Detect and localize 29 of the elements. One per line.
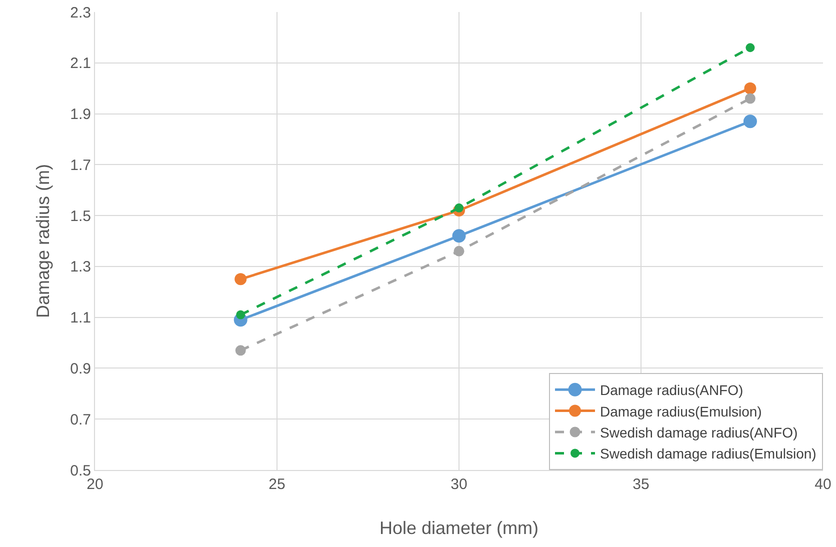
y-tick-label: 1.9 bbox=[70, 106, 91, 124]
y-tick-label: 1.1 bbox=[70, 310, 91, 327]
point bbox=[235, 345, 246, 356]
x-tick-label: 25 bbox=[268, 476, 286, 493]
point bbox=[744, 82, 756, 94]
y-tick-label: 0.7 bbox=[70, 411, 91, 428]
y-axis-title: Damage radius (m) bbox=[33, 164, 53, 318]
x-axis-title: Hole diameter (mm) bbox=[379, 518, 539, 538]
y-tick-label: 1.3 bbox=[70, 258, 91, 276]
legend-label: Damage radius(Emulsion) bbox=[600, 403, 762, 420]
legend-label: Swedish damage radius(ANFO) bbox=[600, 424, 798, 440]
x-tick-label: 30 bbox=[450, 476, 468, 493]
point bbox=[743, 114, 757, 128]
y-tick-label: 0.9 bbox=[70, 360, 91, 378]
point bbox=[746, 43, 755, 52]
y-tick-label: 1.7 bbox=[70, 156, 91, 174]
point bbox=[454, 246, 464, 256]
point bbox=[234, 273, 247, 286]
x-tick-label: 40 bbox=[814, 476, 832, 493]
point bbox=[454, 203, 464, 212]
y-tick-label: 2.3 bbox=[70, 4, 91, 22]
point bbox=[744, 93, 756, 104]
point bbox=[236, 310, 246, 320]
legend-label: Swedish damage radius(Emulsion) bbox=[600, 446, 816, 462]
x-tick-label: 35 bbox=[632, 476, 650, 493]
y-tick-label: 1.5 bbox=[70, 208, 91, 225]
y-tick-label: 2.1 bbox=[70, 55, 91, 72]
point bbox=[452, 229, 466, 243]
legend-label: Damage radius(ANFO) bbox=[600, 382, 744, 398]
